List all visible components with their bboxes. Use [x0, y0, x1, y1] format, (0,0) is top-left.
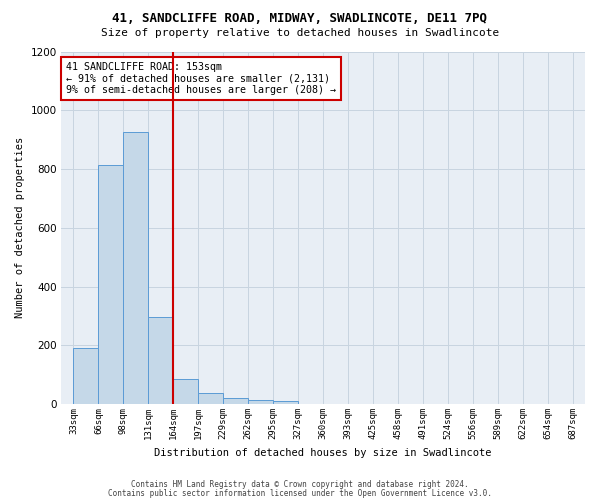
Y-axis label: Number of detached properties: Number of detached properties: [15, 137, 25, 318]
Bar: [198, 393, 223, 404]
Bar: [148, 318, 173, 404]
Text: Size of property relative to detached houses in Swadlincote: Size of property relative to detached ho…: [101, 28, 499, 38]
Text: Contains HM Land Registry data © Crown copyright and database right 2024.: Contains HM Land Registry data © Crown c…: [131, 480, 469, 489]
Bar: [223, 398, 248, 404]
Text: 41, SANDCLIFFE ROAD, MIDWAY, SWADLINCOTE, DE11 7PQ: 41, SANDCLIFFE ROAD, MIDWAY, SWADLINCOTE…: [113, 12, 487, 26]
Text: Contains public sector information licensed under the Open Government Licence v3: Contains public sector information licen…: [108, 489, 492, 498]
Bar: [273, 400, 298, 404]
Text: 41 SANDCLIFFE ROAD: 153sqm
← 91% of detached houses are smaller (2,131)
9% of se: 41 SANDCLIFFE ROAD: 153sqm ← 91% of deta…: [66, 62, 336, 96]
Bar: [124, 132, 148, 404]
Bar: [248, 400, 273, 404]
X-axis label: Distribution of detached houses by size in Swadlincote: Distribution of detached houses by size …: [154, 448, 492, 458]
Bar: [98, 164, 124, 404]
Bar: [73, 348, 98, 404]
Bar: [173, 379, 198, 404]
